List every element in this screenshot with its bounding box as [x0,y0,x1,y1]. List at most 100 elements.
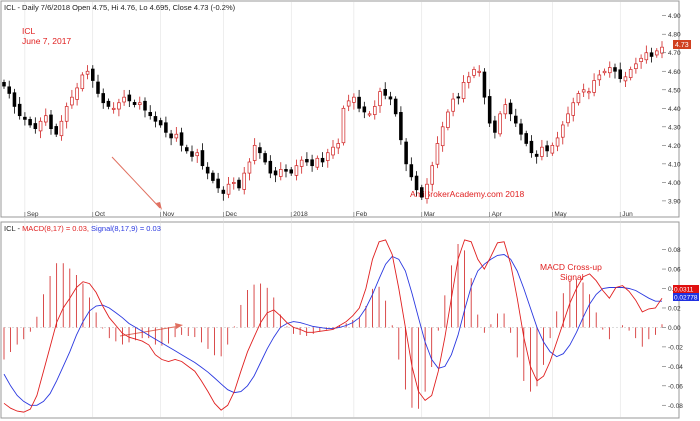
price-tick-label: 4.40 [668,106,681,113]
candle-body [373,106,377,115]
candle-body [352,96,356,103]
candle-body [205,166,210,174]
candle-body [138,102,142,105]
candle-body [268,160,273,174]
candle-body [357,96,361,109]
macd-tick-label: 0.06 [668,267,681,274]
candle-body [252,144,257,161]
candle-body [111,107,116,110]
price-tick-label: 4.30 [668,124,681,131]
candle-body [153,116,158,122]
candle-body [44,115,48,123]
macd-tick-label: -0.08 [668,403,683,410]
candle-body [571,102,575,116]
candle-body [315,157,320,168]
candle-body [425,183,429,200]
macd-tick-label: 0.08 [668,247,681,254]
candle-body [127,94,132,102]
candle-body [566,113,570,124]
month-tick-label: Sep [27,211,39,218]
candle-body [263,153,267,163]
signal-line [3,254,662,406]
candle-body [608,67,612,74]
last-price-tag-text: 4.73 [675,42,689,49]
price-tick-label: 4.20 [668,143,681,150]
candle-body [451,98,455,112]
candle-body [404,141,408,165]
candle-body [618,69,622,80]
candle-body [346,100,351,107]
candle-body [660,46,664,54]
candle-body [498,113,502,135]
candle-body [456,96,461,99]
candle-body [414,175,419,191]
candle-body [587,91,591,94]
macd-trend-arrow [119,325,181,337]
candle-body [602,70,607,74]
candle-body [279,169,283,177]
candle-body [639,57,643,62]
candle-body [242,172,246,190]
candle-body [216,178,220,189]
candle-body [634,63,638,70]
price-pane-frame [0,0,680,218]
candle-body [28,119,32,126]
candle-body [367,113,372,116]
candle-body [247,161,252,174]
month-tick-label: Feb [356,211,368,218]
candle-body [383,89,387,96]
candle-body [237,179,241,189]
macd-tick-label: 0.00 [668,325,681,332]
price-tick-label: 4.90 [668,13,681,20]
month-tick-label: Dec [225,211,237,218]
macd-tick-label: 0.02 [668,305,681,312]
candle-body [17,103,22,117]
candle-body [467,76,471,83]
macd-value-tag [673,285,699,293]
candle-body [613,67,617,72]
candle-body [148,112,152,117]
candle-body [85,70,90,75]
candle-body [106,100,111,107]
candle-body [174,133,179,139]
month-tick-label: Oct [95,211,105,218]
candle-body [23,116,27,120]
candle-body [545,145,549,152]
candle-body [59,120,64,137]
candle-body [420,187,424,198]
macd-note-line2: Signal [560,272,584,282]
candle-body [644,52,649,61]
signal-value-tag [673,293,699,301]
price-trend-arrowhead [156,202,162,210]
price-tick-label: 3.90 [668,198,681,205]
price-tick-label: 4.80 [668,32,681,39]
date-annotation: June 7, 2017 [22,36,71,46]
candle-body [221,189,226,194]
candle-body [508,102,513,115]
candle-body [143,100,147,111]
axes: 3.90 4.00 4.10 4.20 4.30 4.40 4.50 4.60 4.70 4.80… [24,13,683,410]
candle-body [430,165,434,185]
candle-body [122,96,126,103]
candle-body [299,159,304,167]
candle-body [592,80,596,93]
candle-body [461,82,466,100]
candle-body [38,120,43,132]
candle-body [185,147,189,152]
candle-body [54,126,58,135]
candle-body [101,93,105,104]
candle-body [472,69,476,76]
candle-body [399,112,403,141]
signal-value-tag-text: 0.02778 [674,295,698,302]
candle-body [200,150,205,167]
candle-body [33,123,38,130]
candle-body [540,146,544,157]
candle-body [91,68,95,81]
candle-body [2,82,6,87]
candle-body [649,52,654,57]
candle-body [258,147,262,154]
candle-body [597,74,602,81]
candle-body [477,70,481,73]
candle-body [446,111,450,128]
